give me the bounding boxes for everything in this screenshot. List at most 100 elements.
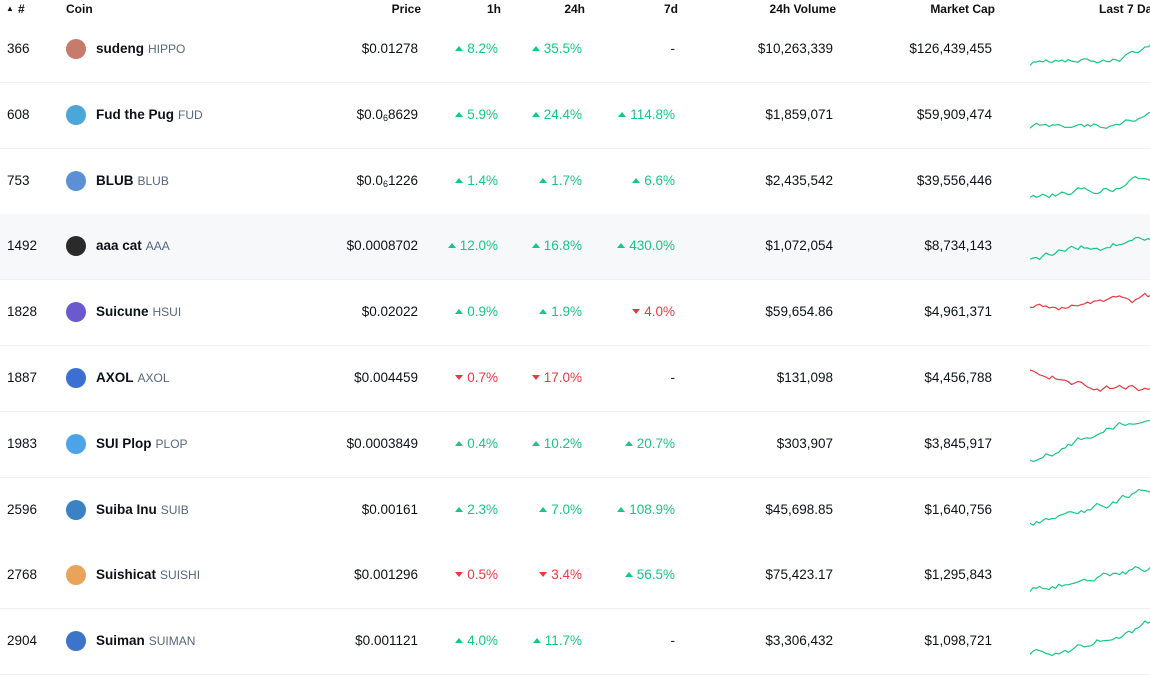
coin-name-link[interactable]: aaa cat AAA — [96, 238, 170, 254]
change-h1: 1.4% — [455, 173, 498, 188]
rank: 1887 — [7, 370, 38, 385]
caret-up-icon — [617, 243, 626, 249]
header-price[interactable]: Price — [391, 2, 421, 16]
price: $0.001121 — [355, 633, 418, 649]
caret-up-icon — [539, 506, 548, 512]
caret-up-icon — [531, 440, 540, 446]
header-market-cap[interactable]: Market Cap — [930, 2, 995, 16]
header-coin[interactable]: Coin — [66, 2, 93, 16]
volume-24h: $131,098 — [776, 370, 833, 385]
table-row[interactable]: 1492 aaa cat AAA $0.0008702 12.0% 16.8% 430.0%… — [0, 214, 1150, 281]
caret-up-icon — [539, 177, 548, 183]
sparkline-7d — [1030, 549, 1150, 603]
sparkline-7d — [1030, 89, 1150, 143]
coin-name-link[interactable]: sudeng HIPPO — [96, 41, 186, 56]
market-cap: $1,098,721 — [924, 633, 992, 649]
change-h24: 17.0% — [531, 370, 582, 385]
change-d7: 20.7% — [624, 436, 675, 451]
caret-up-icon — [455, 638, 464, 644]
table-row[interactable]: 2768 Suishicat SUISHI $0.001296 0.5% 3.4% 56.5… — [0, 543, 1150, 610]
coin-name-link[interactable]: Suishicat SUISHI — [96, 567, 201, 583]
table-row[interactable]: 608 Fud the Pug FUD $0.068629 5.9% 24.4% 114.8… — [0, 82, 1150, 149]
sort-arrow-icon[interactable]: ▲ — [6, 4, 14, 13]
caret-up-icon — [455, 440, 464, 446]
table-row[interactable]: 1887 AXOL AXOL $0.004459 0.7% 17.0% - $131,098 $… — [0, 346, 1150, 412]
table-header: ▲ # Coin Price 1h 24h 7d 24h Volume Mark… — [0, 0, 1150, 17]
caret-down-icon — [632, 309, 641, 315]
change-h1: 5.9% — [455, 107, 498, 122]
caret-up-icon — [531, 111, 540, 117]
change-h1: 0.4% — [455, 436, 498, 451]
market-cap: $8,734,143 — [924, 238, 992, 254]
change-h1: 0.7% — [455, 370, 498, 385]
change-d7: 56.5% — [624, 567, 675, 582]
sparkline-7d — [1030, 220, 1150, 274]
caret-up-icon — [624, 440, 633, 446]
pug-icon — [66, 104, 86, 125]
market-cap: $126,439,455 — [909, 41, 992, 56]
caret-up-icon — [617, 506, 626, 512]
caret-up-icon — [447, 243, 456, 249]
coin-name-link[interactable]: Suiman SUIMAN — [96, 633, 196, 649]
volume-24h: $10,263,339 — [757, 41, 833, 56]
market-cap: $4,961,371 — [924, 304, 992, 320]
caret-up-icon — [455, 46, 464, 51]
header-24h[interactable]: 24h — [564, 2, 585, 16]
volume-24h: $303,907 — [776, 435, 833, 451]
change-d7: 108.9% — [617, 502, 675, 517]
price: $0.01278 — [361, 41, 418, 56]
caret-down-icon — [531, 375, 540, 380]
price: $0.00161 — [361, 501, 418, 517]
volume-24h: $3,306,432 — [765, 633, 833, 649]
caret-up-icon — [539, 309, 548, 315]
coin-name-link[interactable]: Suiba Inu SUIB — [96, 501, 189, 517]
change-h24: 7.0% — [539, 502, 582, 517]
shiba-icon — [66, 499, 86, 520]
table-row[interactable]: 1983 SUI Plop PLOP $0.0003849 0.4% 10.2% 20.7%… — [0, 411, 1150, 478]
drop-icon — [66, 433, 86, 454]
coin-name-link[interactable]: Suicune HSUI — [96, 304, 182, 320]
change-h1: 4.0% — [455, 633, 498, 648]
volume-24h: $59,654.86 — [765, 304, 833, 320]
rank: 1983 — [7, 435, 38, 451]
change-h24: 3.4% — [539, 567, 582, 582]
sparkline-7d — [1030, 615, 1150, 669]
hippo-icon — [66, 39, 86, 59]
header-7d[interactable]: 7d — [663, 2, 678, 16]
table-row[interactable]: 2596 Suiba Inu SUIB $0.00161 2.3% 7.0% 108.9% $… — [0, 477, 1150, 544]
change-h1: 0.9% — [455, 304, 498, 319]
change-d7: 4.0% — [632, 304, 675, 319]
table-row[interactable]: 1828 Suicune HSUI $0.02022 0.9% 1.9% 4.0% $59,6… — [0, 280, 1150, 347]
market-cap: $4,456,788 — [924, 370, 992, 385]
table-row[interactable]: 2904 Suiman SUIMAN $0.001121 4.0% 11.7% - $3,30… — [0, 609, 1150, 675]
blub-icon — [66, 170, 86, 191]
caret-down-icon — [539, 572, 548, 578]
volume-24h: $2,435,542 — [765, 172, 833, 188]
rank: 2904 — [7, 633, 38, 649]
price: $0.0003849 — [346, 435, 418, 451]
market-cap: $1,295,843 — [924, 567, 992, 583]
change-d7: - — [670, 370, 676, 385]
header-1h[interactable]: 1h — [486, 2, 501, 16]
coin-name-link[interactable]: Fud the Pug FUD — [96, 106, 203, 122]
rank: 1828 — [7, 304, 38, 320]
header-rank[interactable]: # — [18, 2, 25, 16]
table-row[interactable]: 366 sudeng HIPPO $0.01278 8.2% 35.5% - $10,263,… — [0, 17, 1150, 83]
header-24h-volume[interactable]: 24h Volume — [769, 2, 836, 16]
coin-name-link[interactable]: AXOL AXOL — [96, 370, 170, 385]
table-row[interactable]: 753 BLUB BLUB $0.061226 1.4% 1.7% 6.6% $2,435,5… — [0, 148, 1150, 215]
caret-up-icon — [455, 177, 464, 183]
caret-up-icon — [632, 177, 641, 183]
change-h1: 8.2% — [455, 41, 498, 56]
coin-name-link[interactable]: BLUB BLUB — [96, 172, 169, 188]
suicune-icon — [66, 302, 86, 323]
caret-down-icon — [455, 375, 464, 380]
sushi-cat-icon — [66, 565, 86, 586]
change-h1: 2.3% — [455, 502, 498, 517]
header-last-7-days: Last 7 Da — [1099, 2, 1150, 16]
market-cap: $59,909,474 — [916, 106, 992, 122]
coin-name-link[interactable]: SUI Plop PLOP — [96, 435, 188, 451]
change-h24: 1.9% — [539, 304, 582, 319]
change-d7: - — [670, 633, 676, 649]
volume-24h: $45,698.85 — [765, 501, 833, 517]
